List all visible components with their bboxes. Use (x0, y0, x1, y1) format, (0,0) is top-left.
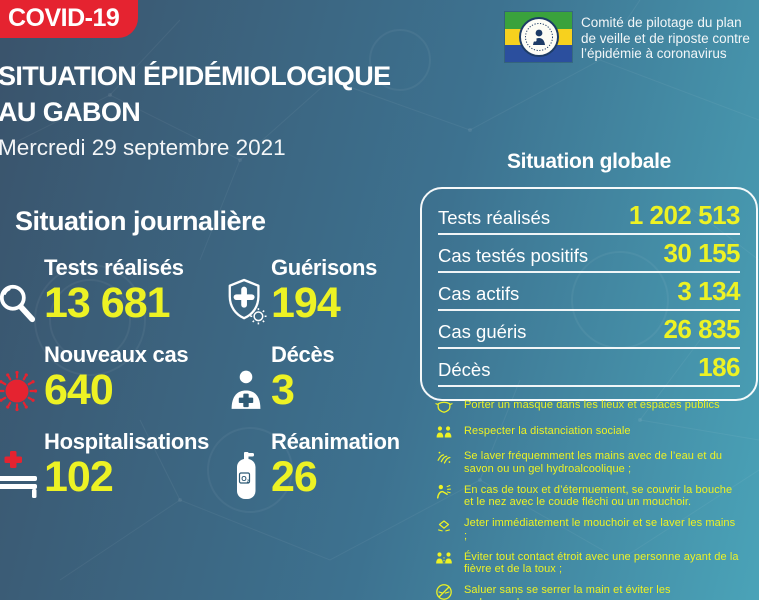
global-row-label: Décès (438, 359, 491, 380)
svg-text:O: O (241, 476, 247, 483)
title-line2: AU GABON (0, 97, 141, 127)
guideline-text: Éviter tout contact étroit avec une pers… (464, 550, 739, 576)
guideline-mask: Porter un masque dans les lieux et espac… (433, 399, 739, 416)
stat-value: 102 (44, 453, 114, 501)
stat-label: Réanimation (271, 429, 400, 454)
oxygen-tank-icon: O 2 (225, 448, 267, 500)
virus-icon (0, 369, 40, 413)
stat-value: 26 (271, 453, 318, 501)
guideline-text: Se laver fréquemment les mains avec de l… (464, 450, 723, 475)
guideline-cough-elbow: En cas de toux et d’éternuement, se couv… (433, 484, 739, 509)
global-section-heading: Situation globale (506, 150, 672, 173)
guideline-text: Respecter la distanciation sociale (464, 424, 631, 437)
stat-daily-hospitalizations: Hospitalisations 102 (0, 430, 209, 500)
committee-logo: Comité de pilotage du plan de veille et … (505, 12, 750, 62)
global-row-label: Cas guéris (438, 321, 527, 342)
guideline-text: Saluer sans se serrer la main et éviter … (464, 584, 671, 600)
stat-daily-deaths: Décès 3 (225, 342, 335, 414)
global-row-tests: Tests réalisés 1 202 513 (438, 197, 741, 235)
global-row-value: 30 155 (663, 238, 740, 268)
no-handshake-icon (433, 583, 455, 600)
global-row-recovered: Cas guéris 26 835 (438, 311, 740, 349)
stat-daily-tests: Tests réalisés 13 681 (0, 256, 184, 326)
committee-text-line1: Comité de pilotage du plan (581, 15, 742, 30)
throw-tissue-icon (433, 516, 455, 534)
distancing-icon (433, 424, 455, 442)
gabon-seal-icon (518, 17, 559, 57)
stat-label: Tests réalisés (44, 255, 184, 280)
stat-value: 640 (44, 366, 114, 414)
cough-elbow-icon (433, 483, 455, 501)
daily-section-heading: Situation journalière (15, 206, 266, 236)
global-row-active-cases: Cas actifs 3 134 (438, 273, 740, 311)
committee-text: Comité de pilotage du plan de veille et … (581, 12, 750, 62)
global-row-value: 3 134 (677, 276, 740, 306)
stat-daily-recoveries: Guérisons 194 (225, 256, 377, 326)
search-icon (0, 282, 40, 326)
stat-label: Hospitalisations (44, 429, 210, 454)
guideline-text: Jeter immédiatement le mouchoir et se la… (464, 517, 736, 542)
global-row-label: Cas actifs (438, 283, 520, 304)
person-cross-icon (225, 367, 267, 413)
stat-value: 13 681 (44, 279, 171, 327)
global-row-positive-cases: Cas testés positifs 30 155 (438, 235, 740, 273)
title-line1: SITUATION ÉPIDÉMIOLOGIQUE (0, 61, 391, 91)
global-row-value: 186 (698, 352, 740, 382)
hospital-bed-icon (0, 450, 40, 500)
committee-text-line3: l’épidémie à coronavirus (581, 46, 727, 61)
global-section: Situation globale Tests réalisés 1 202 5… (420, 150, 758, 401)
covid-badge: COVID-19 (0, 0, 138, 38)
shield-cross-icon (225, 276, 267, 326)
mask-icon (433, 398, 455, 416)
guideline-text: Porter un masque dans les lieux et espac… (464, 399, 720, 411)
avoid-contact-icon (433, 550, 455, 568)
stat-value: 3 (271, 366, 295, 414)
stat-label: Décès (271, 342, 335, 367)
global-row-value: 26 835 (663, 314, 740, 344)
guideline-avoid-contact: Éviter tout contact étroit avec une pers… (433, 551, 739, 576)
global-row-label: Tests réalisés (438, 207, 551, 228)
guidelines-list: Porter un masque dans les lieux et espac… (433, 399, 739, 600)
global-row-label: Cas testés positifs (438, 245, 589, 266)
wash-hands-icon (433, 449, 455, 467)
covid-badge-label: COVID-19 (8, 3, 120, 32)
guideline-text: En cas de toux et d’éternuement, se couv… (464, 483, 733, 509)
guideline-no-handshake: Saluer sans se serrer la main et éviter … (433, 584, 739, 600)
svg-text:2: 2 (247, 479, 250, 484)
stat-daily-new-cases: Nouveaux cas 640 (0, 342, 189, 414)
global-row-value: 1 202 513 (628, 200, 741, 230)
guideline-throw-tissue: Jeter immédiatement le mouchoir et se la… (433, 517, 739, 542)
guideline-distancing: Respecter la distanciation sociale (433, 425, 739, 442)
stat-label: Nouveaux cas (44, 342, 189, 367)
report-date: Mercredi 29 septembre 2021 (0, 135, 286, 160)
page-title: SITUATION ÉPIDÉMIOLOGIQUE AU GABON Mercr… (0, 58, 391, 161)
gabon-flag-seal-icon (505, 12, 572, 62)
guideline-wash-hands: Se laver fréquemment les mains avec de l… (433, 450, 739, 475)
stat-daily-icu: O 2 Réanimation 26 (225, 430, 400, 500)
global-stats-panel: Tests réalisés 1 202 513 Cas testés posi… (420, 187, 758, 401)
stat-value: 194 (271, 279, 341, 327)
stat-label: Guérisons (271, 255, 378, 280)
committee-text-line2: de veille et de riposte contre (581, 30, 750, 46)
global-row-deaths: Décès 186 (438, 349, 740, 387)
